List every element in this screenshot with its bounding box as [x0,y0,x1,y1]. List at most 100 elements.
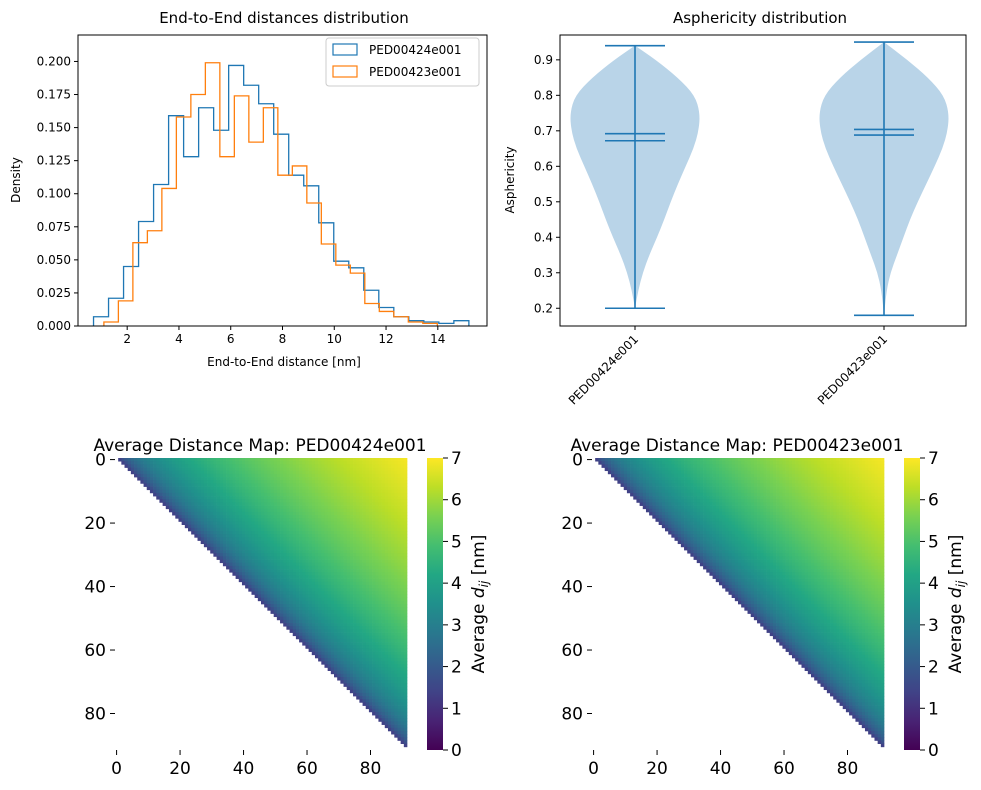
distance-map-cell [785,480,790,484]
distance-map-cell [197,480,202,484]
distance-map-cell [359,461,363,465]
distance-map-cell [213,518,217,522]
distance-map-cell [387,550,392,554]
distance-map-cell [375,524,379,529]
distance-map-cell [391,699,395,703]
distance-map-cell [302,597,306,602]
distance-map-cell [365,702,370,706]
distance-map-cell [340,562,344,567]
distance-map-cell [337,578,341,583]
distance-map-cell [387,518,392,522]
distance-map-cell [213,492,217,497]
y-tick-label: 0.8 [534,88,553,102]
distance-map-cell [321,632,325,637]
distance-map-cell [368,657,373,662]
distance-map-cell [184,511,189,516]
distance-map-cell [232,515,236,519]
distance-map-cell [340,629,344,633]
distance-map-cell [280,531,284,535]
distance-map-cell [397,540,401,545]
distance-map-cell [394,680,398,684]
distance-map-cell [321,521,325,525]
distance-map-cell [403,505,408,510]
distance-map-cell [880,467,885,472]
distance-map-cell [384,613,389,618]
distance-map-cell [378,518,382,522]
distance-map-cell [766,464,771,468]
distance-map-cell [299,597,303,602]
distance-map-cell [280,470,284,475]
distance-map-cell [397,642,401,646]
distance-map-cell [394,607,398,611]
x-tick-label: 6 [227,332,235,346]
distance-map-cell [276,470,281,475]
distance-map-cell [817,473,821,478]
distance-map-cell [403,483,408,487]
distance-map-cell [327,511,332,516]
distance-map-cell [636,480,640,484]
distance-map-cell [311,632,316,637]
distance-map-cell [321,505,325,510]
distance-map-cell [337,584,341,589]
distance-map-cell [330,654,335,659]
distance-map-cell [197,461,202,465]
distance-map-cell [642,467,647,472]
distance-map-cell [302,613,306,618]
distance-map-cell [852,477,856,481]
distance-map-cell [321,502,325,506]
distance-map-cell [871,477,875,481]
distance-map-cell [334,540,338,545]
distance-map-cell [241,550,246,554]
distance-map-cell [346,616,351,621]
distance-map-cell [645,473,650,478]
distance-map-cell [830,473,834,478]
distance-map-cell [334,518,338,522]
distance-map-cell [397,613,401,618]
distance-map-cell [340,670,344,675]
distance-map-cell [397,511,401,516]
distance-map-cell [387,458,392,462]
distance-map-cell [330,473,335,478]
distance-map-cell [273,473,278,478]
distance-map-cell [257,477,262,481]
distance-map-cell [200,461,205,465]
distance-map-cell [349,648,354,652]
distance-map-cell [229,546,233,551]
distance-map-cell [391,594,395,598]
distance-map-cell [210,464,214,468]
distance-map-cell [359,464,363,468]
distance-map-cell [337,550,341,554]
distance-map-cell [216,527,221,532]
distance-map-cell [340,635,344,640]
distance-map-cell [232,524,236,529]
distance-map-cell [305,594,309,598]
distance-map-cell [400,505,405,510]
distance-map-cell [273,486,278,491]
distance-map-cell [283,613,287,618]
distance-map-cell [311,473,316,478]
distance-map-cell [245,521,249,525]
distance-map-cell [188,508,192,513]
distance-map-cell [384,581,389,586]
distance-map-cell [372,670,376,675]
distance-map-cell [378,667,382,671]
distance-map-cell [295,556,300,560]
distance-map-cell [661,458,666,462]
distance-map-cell [216,496,221,500]
distance-map-cell [334,616,338,621]
distance-map-cell [400,654,405,659]
distance-map-cell [864,473,869,478]
distance-map-cell [210,489,214,494]
distance-map-cell [203,508,208,513]
distance-map-cell [820,464,825,468]
distance-map-cell [318,470,322,475]
distance-map-cell [318,458,322,462]
distance-map-cell [346,473,351,478]
distance-map-cell [273,492,278,497]
distance-map-cell [308,626,313,630]
distance-map-cell [200,540,205,545]
distance-map-cell [276,489,281,494]
distance-map-cell [696,480,701,484]
distance-map-cell [403,496,408,500]
distance-map-cell [267,597,271,602]
